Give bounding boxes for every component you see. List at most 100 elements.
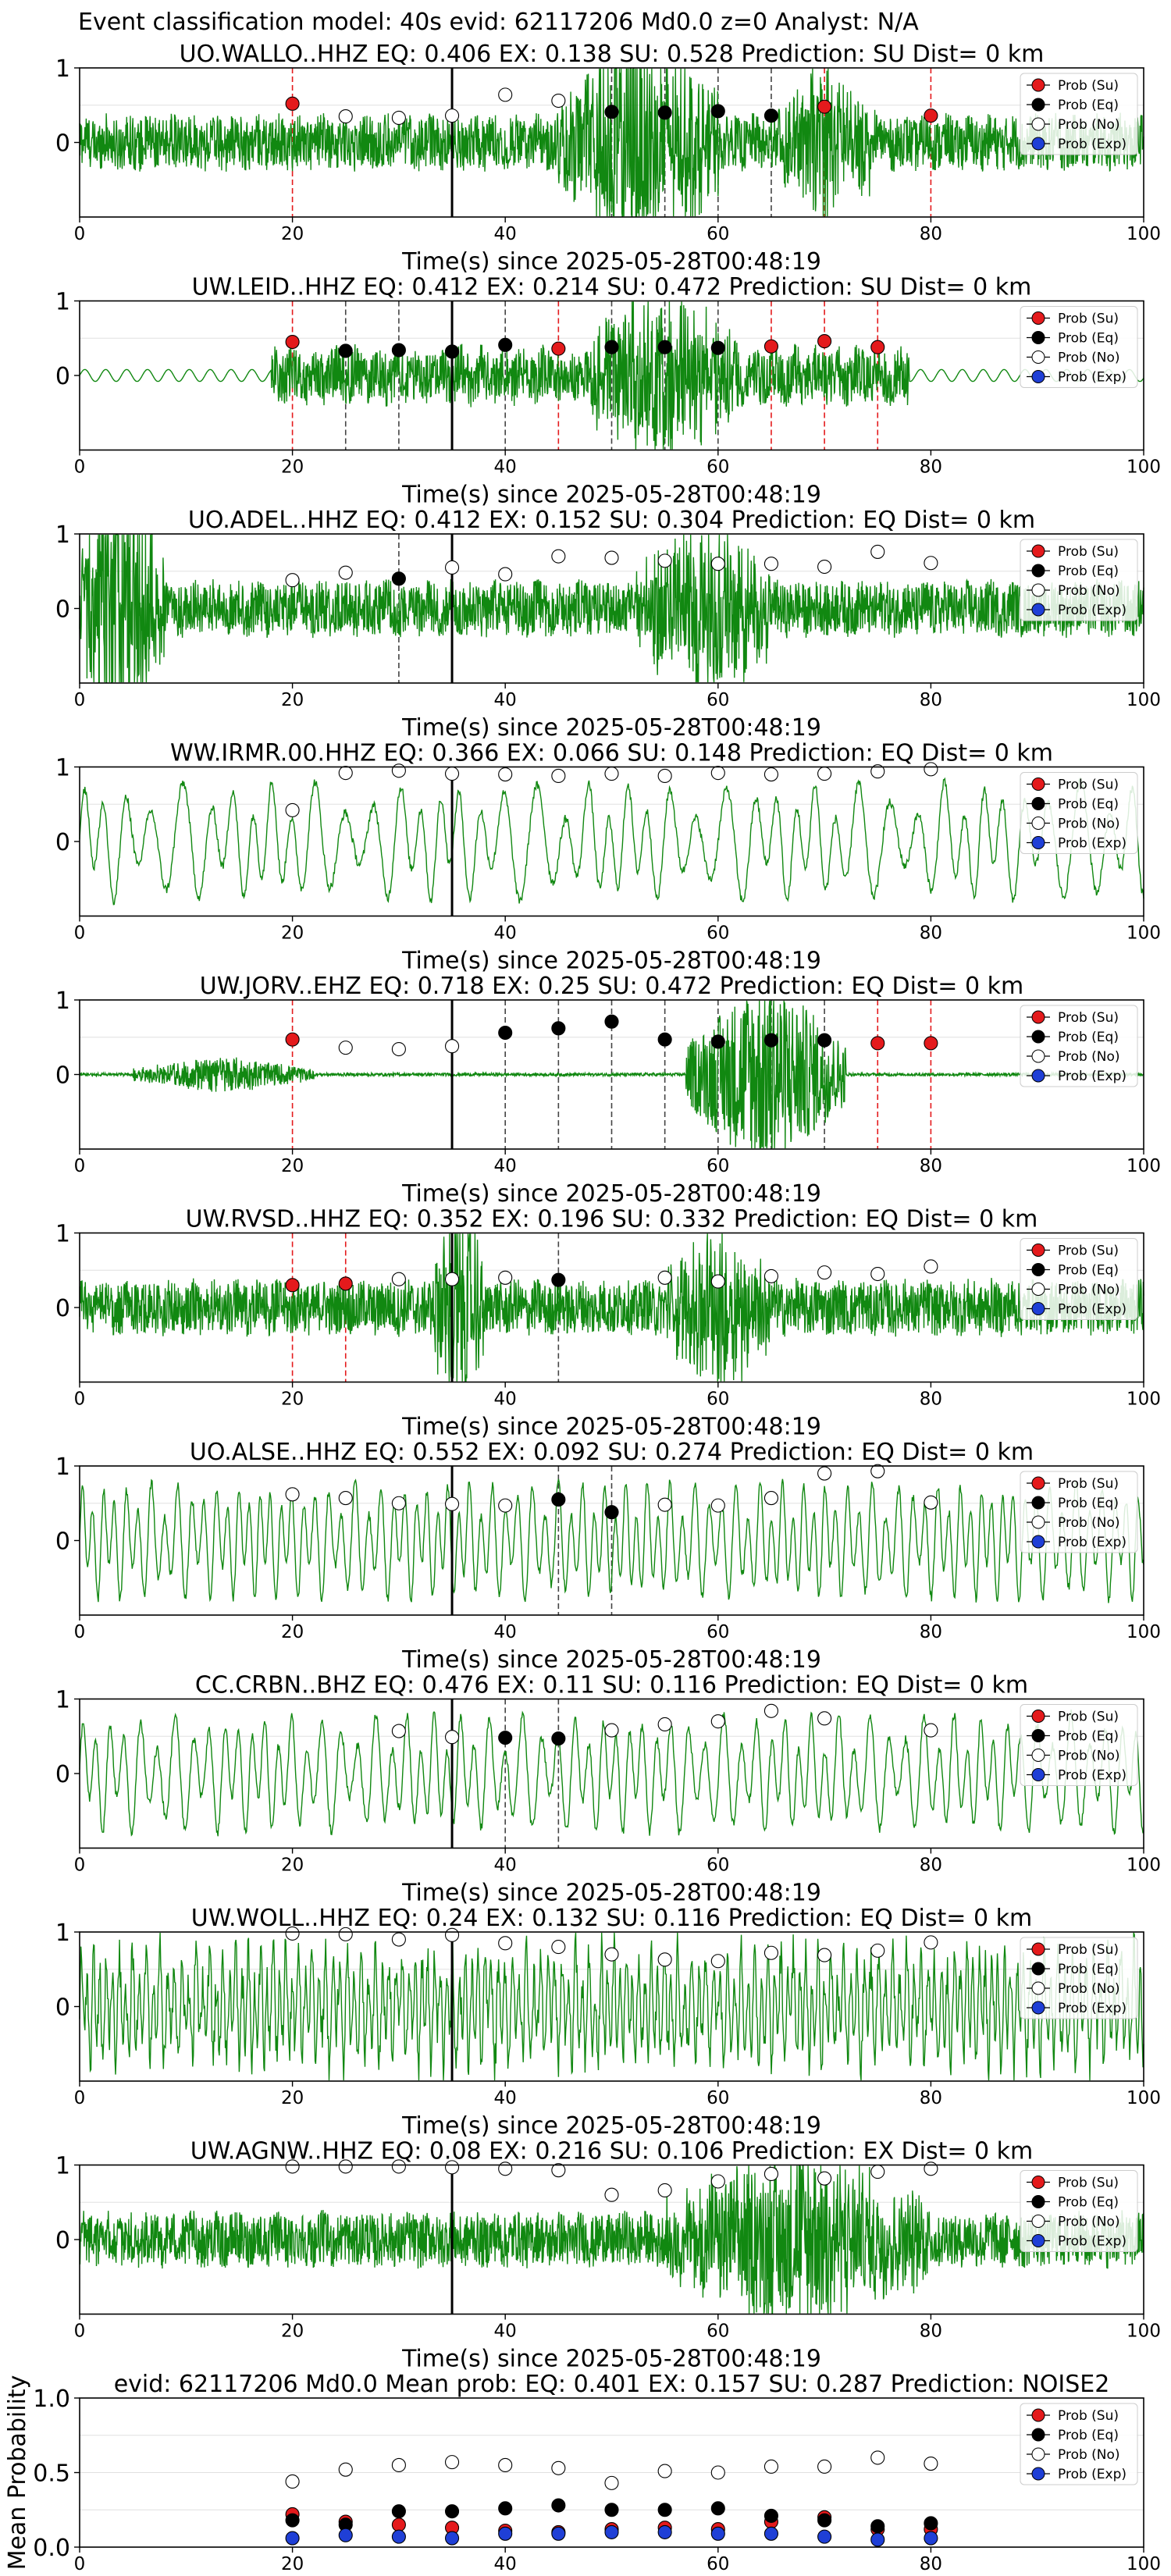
x-axis-label: Time(s) since 2025-05-28T00:48:19: [401, 1180, 821, 1208]
mean-prob-point-no: [551, 2460, 566, 2475]
prob-point-no: [444, 1730, 460, 1745]
prob-point-su: [763, 339, 779, 354]
prob-point-no: [924, 1935, 938, 1950]
prob-point-no: [391, 1932, 406, 1947]
prob-point-su: [924, 1036, 938, 1051]
y-tick-label: 0: [55, 130, 70, 158]
mean-prob-point-exp: [551, 2526, 566, 2541]
prob-point-eq: [551, 1272, 566, 1287]
waveform-trace: [79, 2165, 1144, 2314]
panel-title: WW.IRMR.00.HHZ EQ: 0.366 EX: 0.066 SU: 0…: [170, 740, 1053, 767]
prob-point-no: [604, 550, 619, 565]
x-tick-label: 60: [707, 2322, 729, 2342]
prob-point-no: [551, 768, 566, 784]
legend-marker-no: [1031, 1283, 1045, 1296]
mean-prob-point-eq: [498, 2501, 513, 2516]
x-axis-label: Time(s) since 2025-05-28T00:48:19: [401, 948, 821, 975]
panel-3: UO.ADEL..HHZ EQ: 0.412 EX: 0.152 SU: 0.3…: [55, 507, 1161, 742]
prob-point-no: [924, 1259, 938, 1274]
x-tick-label: 20: [281, 1389, 304, 1410]
prob-point-su: [551, 341, 566, 356]
legend-marker-exp: [1031, 1535, 1045, 1549]
prob-point-no: [870, 544, 885, 559]
panel-9: UW.WOLL..HHZ EQ: 0.24 EX: 0.132 SU: 0.11…: [55, 1905, 1161, 2140]
y-tick-label: 0: [55, 2227, 70, 2254]
prob-point-eq: [551, 1731, 566, 1746]
legend-marker-exp: [1031, 836, 1045, 849]
prob-point-no: [817, 1466, 832, 1481]
x-tick-label: 80: [920, 1856, 942, 1876]
prob-point-no: [763, 767, 779, 782]
x-tick-label: 100: [1127, 224, 1161, 244]
legend-label: Prob (Exp): [1058, 1768, 1127, 1784]
prob-point-eq: [657, 340, 672, 354]
prob-point-no: [817, 1711, 832, 1726]
legend-label: Prob (No): [1058, 117, 1120, 133]
legend-label: Prob (No): [1058, 2215, 1120, 2230]
prob-point-eq: [763, 1033, 779, 1048]
legend-marker-eq: [1031, 1030, 1045, 1044]
prob-point-no: [391, 110, 406, 126]
mean-prob-point-no: [391, 2457, 406, 2472]
legend-marker-exp: [1031, 1768, 1045, 1781]
prob-point-no: [604, 767, 619, 781]
prob-point-eq: [657, 105, 672, 120]
x-tick-label: 20: [281, 2554, 304, 2574]
legend-marker-no: [1031, 1515, 1045, 1529]
prob-point-no: [710, 1498, 725, 1513]
prob-point-no: [444, 560, 460, 575]
legend-marker-exp: [1031, 137, 1045, 151]
prob-point-eq: [391, 571, 406, 586]
legend-marker-no: [1031, 1749, 1045, 1762]
panel-8: CC.CRBN..BHZ EQ: 0.476 EX: 0.11 SU: 0.11…: [55, 1672, 1161, 1907]
x-tick-label: 80: [920, 457, 942, 478]
legend-label: Prob (Eq): [1058, 1263, 1119, 1279]
prob-point-no: [817, 1265, 832, 1280]
prob-point-no: [444, 2160, 460, 2175]
prob-point-eq: [657, 1032, 672, 1047]
prob-point-su: [817, 99, 832, 114]
mean-prob-point-exp: [285, 2531, 300, 2546]
x-tick-label: 80: [920, 923, 942, 944]
x-axis-label: Time(s) since 2025-05-28T00:48:19: [401, 1646, 821, 1674]
prob-point-eq: [604, 105, 619, 119]
x-tick-label: 60: [707, 224, 729, 244]
waveform-trace: [79, 1710, 1144, 1837]
x-tick-label: 40: [494, 457, 517, 478]
x-tick-label: 100: [1127, 1622, 1161, 1642]
x-tick-label: 40: [494, 690, 517, 710]
legend-label: Prob (Exp): [1058, 1069, 1127, 1084]
legend-marker-eq: [1031, 331, 1045, 344]
legend-frame: [1020, 73, 1138, 155]
x-tick-label: 0: [74, 224, 86, 244]
y-tick-label: 0: [55, 1994, 70, 2022]
prob-point-no: [870, 1464, 885, 1478]
x-tick-label: 0: [74, 2554, 86, 2574]
prob-point-no: [657, 1952, 672, 1967]
x-tick-label: 60: [707, 2554, 729, 2574]
panel-title: evid: 62117206 Md0.0 Mean prob: EQ: 0.40…: [114, 2371, 1110, 2398]
legend-label: Prob (Exp): [1058, 137, 1127, 152]
legend: Prob (Su) Prob (Eq) Prob (No) Prob (Exp): [1020, 1005, 1138, 1087]
legend-marker-eq: [1031, 2195, 1045, 2208]
x-tick-label: 100: [1127, 690, 1161, 710]
legend-label: Prob (Exp): [1058, 2001, 1127, 2016]
mean-prob-point-no: [870, 2450, 885, 2465]
panel-title: UW.LEID..HHZ EQ: 0.412 EX: 0.214 SU: 0.4…: [192, 274, 1032, 301]
y-tick-label: 1: [55, 289, 70, 316]
y-tick-label: 1: [55, 755, 70, 782]
x-axis-label: Time(s) since 2025-05-28T00:48:19: [401, 2346, 821, 2373]
legend-marker-no: [1031, 2215, 1045, 2228]
prob-point-eq: [710, 1034, 725, 1049]
panel-title: UO.WALLO..HHZ EQ: 0.406 EX: 0.138 SU: 0.…: [180, 41, 1045, 68]
legend-label: Prob (Eq): [1058, 797, 1119, 813]
legend: Prob (Su) Prob (Eq) Prob (No) Prob (Exp): [1020, 2170, 1138, 2252]
x-tick-label: 80: [920, 690, 942, 710]
prob-point-eq: [498, 1731, 513, 1745]
x-tick-label: 20: [281, 2088, 304, 2108]
prob-point-no: [498, 1270, 513, 1285]
prob-point-no: [657, 2183, 672, 2198]
mean-prob-point-eq: [604, 2503, 619, 2517]
x-tick-label: 0: [74, 2088, 86, 2108]
legend-label: Prob (No): [1058, 1049, 1120, 1065]
